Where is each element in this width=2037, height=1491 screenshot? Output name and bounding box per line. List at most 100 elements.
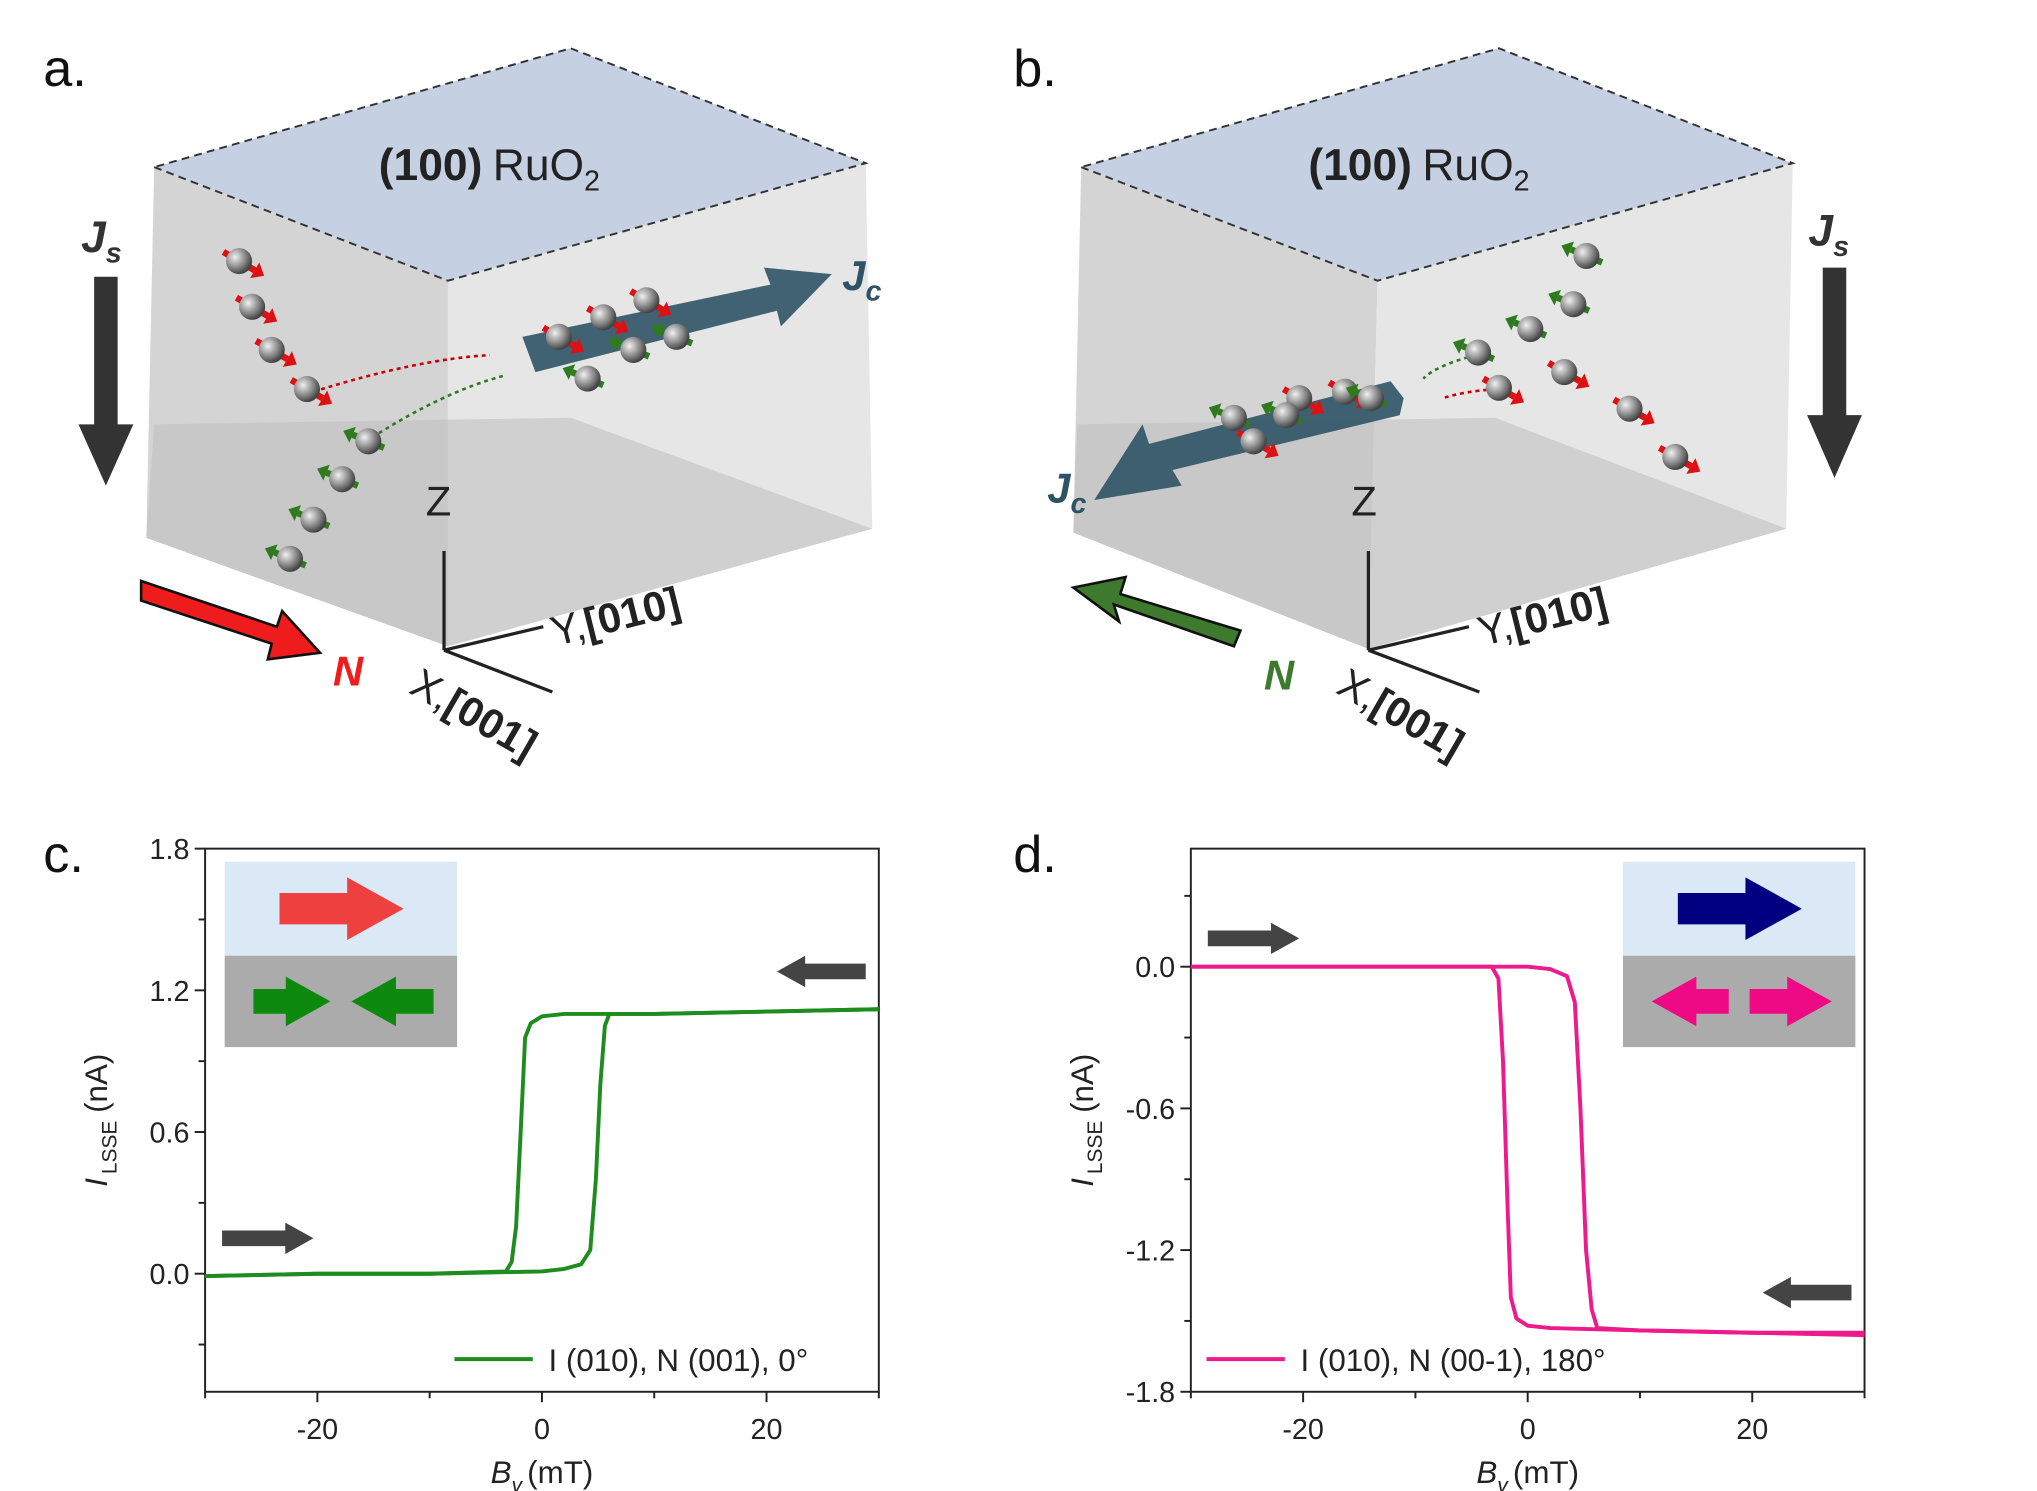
electron-ball: [329, 466, 356, 493]
spin-arrowhead: [608, 335, 621, 352]
surface-label-a: (100) RuO2: [379, 141, 600, 197]
axis-z-label-b: Z: [1351, 478, 1377, 525]
jc-arrow: [522, 267, 832, 373]
x-axis-unit: (mT): [1513, 1455, 1579, 1490]
electron-ball: [1273, 402, 1300, 429]
x-tick-label: 0: [534, 1414, 550, 1446]
x-axis-unit: (mT): [527, 1455, 593, 1490]
spin-arrowhead: [657, 301, 672, 318]
top-face: [151, 47, 869, 282]
chart-d: -20 0 20 -1.8 -1.2 -0.6 0.0 By (mT) I LSSE (nA) I (0…: [1065, 847, 1866, 1491]
top-face: [1078, 47, 1796, 282]
red-spin-path: [313, 353, 490, 393]
spin-arrowhead: [614, 318, 629, 335]
y-axis-symbol: I: [79, 1178, 114, 1187]
spin-arrowhead: [288, 505, 302, 521]
x-axis-symbol: B: [491, 1455, 512, 1490]
spin-arrowhead: [1640, 409, 1655, 426]
n-label-b: N: [1264, 651, 1295, 698]
x-tick-label: 20: [751, 1414, 783, 1446]
spin-arrowhead: [1575, 373, 1590, 390]
spin-arrowhead: [1561, 241, 1575, 258]
sweep-arrow-left-icon: [776, 955, 866, 988]
spin-arrowhead: [1453, 338, 1466, 354]
spin-chains-b: [1208, 241, 1701, 474]
electron-ball: [1517, 315, 1544, 343]
red-spin-path: [1442, 387, 1496, 400]
axis-z-label-a: Z: [426, 478, 452, 525]
axes-triad-b: [1366, 550, 1480, 694]
electron-ball: [300, 506, 327, 533]
spin-arrowhead: [1261, 400, 1274, 417]
panel-label-b: b.: [1013, 40, 1057, 98]
inset-bottom-arrow-icon: [253, 976, 331, 1027]
axis-x-label-b: X,[001]: [1330, 659, 1472, 768]
x-axis-label: By (mT): [1476, 1455, 1579, 1491]
electron-ball: [1220, 404, 1247, 431]
electron-ball: [258, 336, 285, 363]
electron-ball: [1240, 428, 1267, 455]
y-axis-label: I LSSE (nA): [79, 1054, 121, 1187]
inset-bottom-arrow-icon: [351, 976, 434, 1027]
electron-ball: [620, 336, 647, 363]
x-axis-symbol: B: [1476, 1455, 1497, 1490]
js-label-a: Js: [81, 213, 122, 269]
spin-arrowhead: [651, 322, 665, 339]
n-arrow-a: [139, 579, 323, 661]
electron-ball: [663, 323, 690, 350]
y-tick-label: 0.0: [150, 1259, 190, 1291]
y-axis-subscript: LSSE: [1084, 1121, 1107, 1174]
legend-label: I (010), N (001), 0°: [548, 1343, 808, 1378]
x-tick-label: -20: [297, 1414, 339, 1446]
spin-arrowhead: [1208, 403, 1222, 420]
axis-x-label-a: X,[001]: [403, 659, 545, 768]
green-spin-path: [371, 374, 504, 439]
y-tick-label: -1.2: [1126, 1236, 1176, 1268]
panel-a: a. (100) RuO2 Js Jc N Z Y,[010] X,[001]: [43, 40, 881, 768]
electron-ball: [1551, 359, 1578, 386]
x-tick-label: -20: [1282, 1414, 1324, 1446]
y-tick-label: 0.0: [1135, 952, 1175, 984]
spin-arrowhead: [317, 464, 330, 481]
js-arrow: [78, 276, 134, 486]
spin-arrowhead: [1345, 383, 1359, 400]
y-axis-unit: (nA): [79, 1054, 114, 1113]
electron-ball: [633, 287, 660, 314]
inset-bottom-arrow-icon: [1651, 976, 1729, 1027]
spin-arrowhead: [343, 426, 356, 443]
sweep-arrow-right-icon: [222, 1222, 314, 1254]
box-bottom-shade: [1073, 417, 1787, 649]
axes-triad-a: [442, 550, 553, 694]
spin-arrowhead: [1510, 389, 1525, 405]
spin-arrowhead: [1505, 314, 1518, 331]
jc-label-a: Jc: [842, 252, 881, 307]
chart-c: -20 0 20 0.0 0.6 1.2 1.8 By (mT) I LSSE (nA) I (010)…: [79, 834, 880, 1491]
y-tick-label: 0.6: [150, 1117, 190, 1149]
spin-arrowhead: [263, 308, 278, 324]
series-line-down: [1190, 964, 1865, 1335]
spin-arrowhead: [1264, 442, 1279, 459]
x-tick-label: 0: [1520, 1414, 1536, 1446]
sweep-arrow-left-icon: [1762, 1276, 1852, 1309]
js-label-b: Js: [1808, 206, 1849, 262]
electron-ball: [355, 428, 382, 455]
electron-ball: [574, 365, 601, 392]
electron-ball: [1616, 395, 1643, 422]
y-tick-label: -1.8: [1126, 1377, 1176, 1409]
electron-ball: [590, 304, 617, 331]
spin-arrowhead: [282, 351, 297, 367]
spin-arrowhead: [1310, 399, 1325, 416]
inset-top-arrow-icon: [1677, 877, 1802, 941]
spin-arrowhead: [570, 338, 584, 354]
x-axis-subscript: y: [1495, 1474, 1509, 1491]
y-axis-unit: (nA): [1065, 1054, 1100, 1113]
y-axis-subscript: LSSE: [98, 1121, 121, 1174]
electron-ball: [225, 248, 253, 275]
spin-arrowhead: [250, 262, 265, 279]
panel-label-d: d.: [1013, 826, 1057, 884]
spin-arrowhead: [264, 544, 278, 561]
n-arrow-b: [1070, 575, 1243, 648]
spin-chains-a: [221, 248, 694, 572]
y-axis-label: I LSSE (nA): [1065, 1054, 1107, 1187]
